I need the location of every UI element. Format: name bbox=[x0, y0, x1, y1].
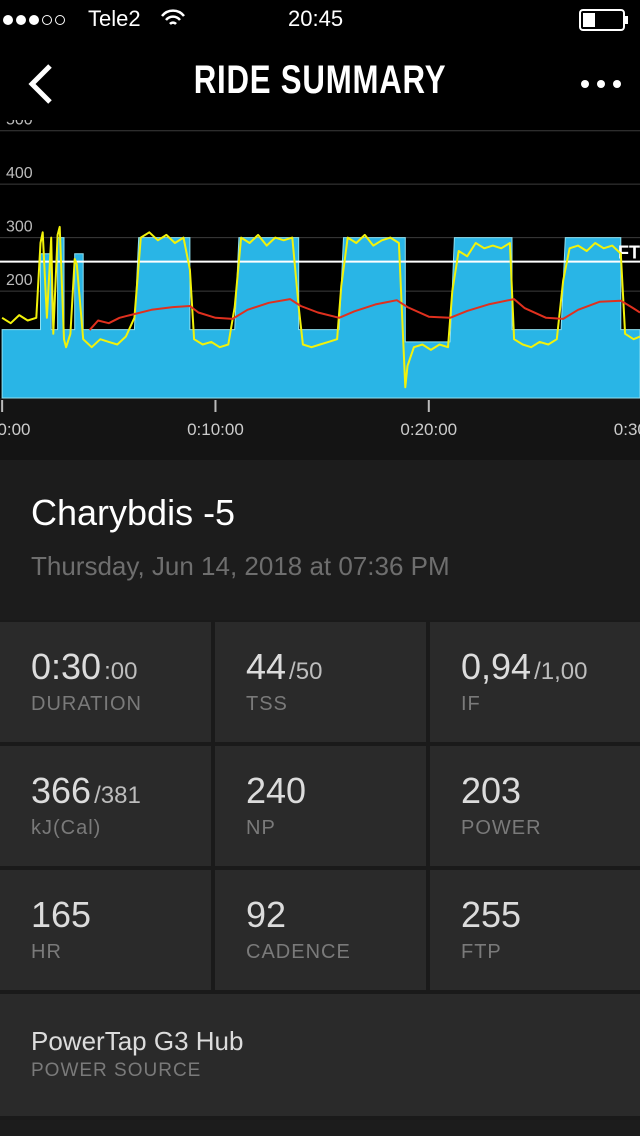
bottom-bar bbox=[0, 1120, 640, 1136]
stat-main: 0,94 bbox=[461, 646, 532, 687]
stat-label: HR bbox=[31, 941, 62, 963]
stat-label: POWER bbox=[461, 817, 542, 839]
stat-label: kJ(Cal) bbox=[31, 817, 102, 839]
y-tick-label: 200 bbox=[6, 272, 33, 289]
workout-info: Charybdis -5 Thursday, Jun 14, 2018 at 0… bbox=[0, 460, 640, 620]
ftp-label: FTP bbox=[618, 243, 640, 263]
stat-label: FTP bbox=[461, 941, 502, 963]
clock: 20:45 bbox=[288, 6, 344, 31]
stat-value: 203 bbox=[461, 770, 521, 812]
stat-main: 165 bbox=[31, 894, 92, 935]
stat-sub: /1,00 bbox=[534, 658, 588, 685]
back-button[interactable] bbox=[28, 64, 52, 104]
stat-cell: 0,94/1,00 IF bbox=[430, 622, 640, 742]
y-tick-label: 500 bbox=[6, 120, 33, 129]
stat-cell: 203 POWER bbox=[430, 746, 640, 866]
stat-cell: 366/381 kJ(Cal) bbox=[0, 746, 211, 866]
page-title: RIDE SUMMARY bbox=[193, 58, 447, 102]
x-tick-label: 0:10:00 bbox=[187, 420, 244, 439]
stat-value: 366/381 bbox=[31, 770, 141, 812]
x-tick-label: 0:00:00 bbox=[0, 420, 31, 439]
workout-name: Charybdis -5 bbox=[31, 492, 236, 533]
x-tick-label: 0:30:00 bbox=[614, 420, 640, 439]
workout-date: Thursday, Jun 14, 2018 at 07:36 PM bbox=[31, 551, 450, 581]
stat-value: 0,94/1,00 bbox=[461, 646, 587, 688]
stat-sub: /381 bbox=[94, 782, 141, 809]
x-tick-label: 0:20:00 bbox=[400, 420, 457, 439]
power-source-name: PowerTap G3 Hub bbox=[31, 1026, 244, 1056]
stat-main: 240 bbox=[246, 770, 307, 811]
y-tick-label: 300 bbox=[6, 219, 33, 236]
stat-main: 255 bbox=[461, 894, 522, 935]
stat-cell: 92 CADENCE bbox=[215, 870, 426, 990]
stat-value: 240 bbox=[246, 770, 306, 812]
stat-main: 203 bbox=[461, 770, 522, 811]
stat-cell: 44/50 TSS bbox=[215, 622, 426, 742]
stat-cell: 255 FTP bbox=[430, 870, 640, 990]
power-source-label: POWER SOURCE bbox=[31, 1060, 202, 1081]
stat-sub: :00 bbox=[104, 658, 138, 685]
line bbox=[88, 298, 640, 331]
stat-main: 44 bbox=[246, 646, 287, 687]
stat-label: NP bbox=[246, 817, 276, 839]
stat-value: 44/50 bbox=[246, 646, 322, 688]
stat-label: DURATION bbox=[31, 693, 142, 715]
stat-label: IF bbox=[461, 693, 481, 715]
power-chart: 200 300 400 500 FTP 0:00:00 0:10:00 0:20:00 0:30… bbox=[0, 120, 640, 460]
top-bar: Tele2 20:45 RIDE SUMMARY bbox=[0, 0, 640, 120]
stat-value: 255 bbox=[461, 894, 521, 936]
stat-cell: 240 NP bbox=[215, 746, 426, 866]
power-source: PowerTap G3 Hub POWER SOURCE bbox=[0, 994, 640, 1116]
stat-main: 366 bbox=[31, 770, 92, 811]
stat-cell: 165 HR bbox=[0, 870, 211, 990]
stat-value: 0:30:00 bbox=[31, 646, 137, 688]
y-tick-label: 400 bbox=[6, 165, 33, 182]
stat-cell: 0:30:00 DURATION bbox=[0, 622, 211, 742]
line bbox=[1, 225, 640, 389]
stat-main: 0:30 bbox=[31, 646, 102, 687]
stat-sub: /50 bbox=[289, 658, 323, 685]
stat-value: 92 bbox=[246, 894, 286, 936]
status-icons bbox=[3, 9, 628, 104]
stat-value: 165 bbox=[31, 894, 91, 936]
more-button[interactable] bbox=[581, 80, 621, 88]
carrier: Tele2 bbox=[88, 6, 141, 31]
stat-label: TSS bbox=[246, 693, 288, 715]
stat-main: 92 bbox=[246, 894, 287, 935]
stat-label: CADENCE bbox=[246, 941, 351, 963]
